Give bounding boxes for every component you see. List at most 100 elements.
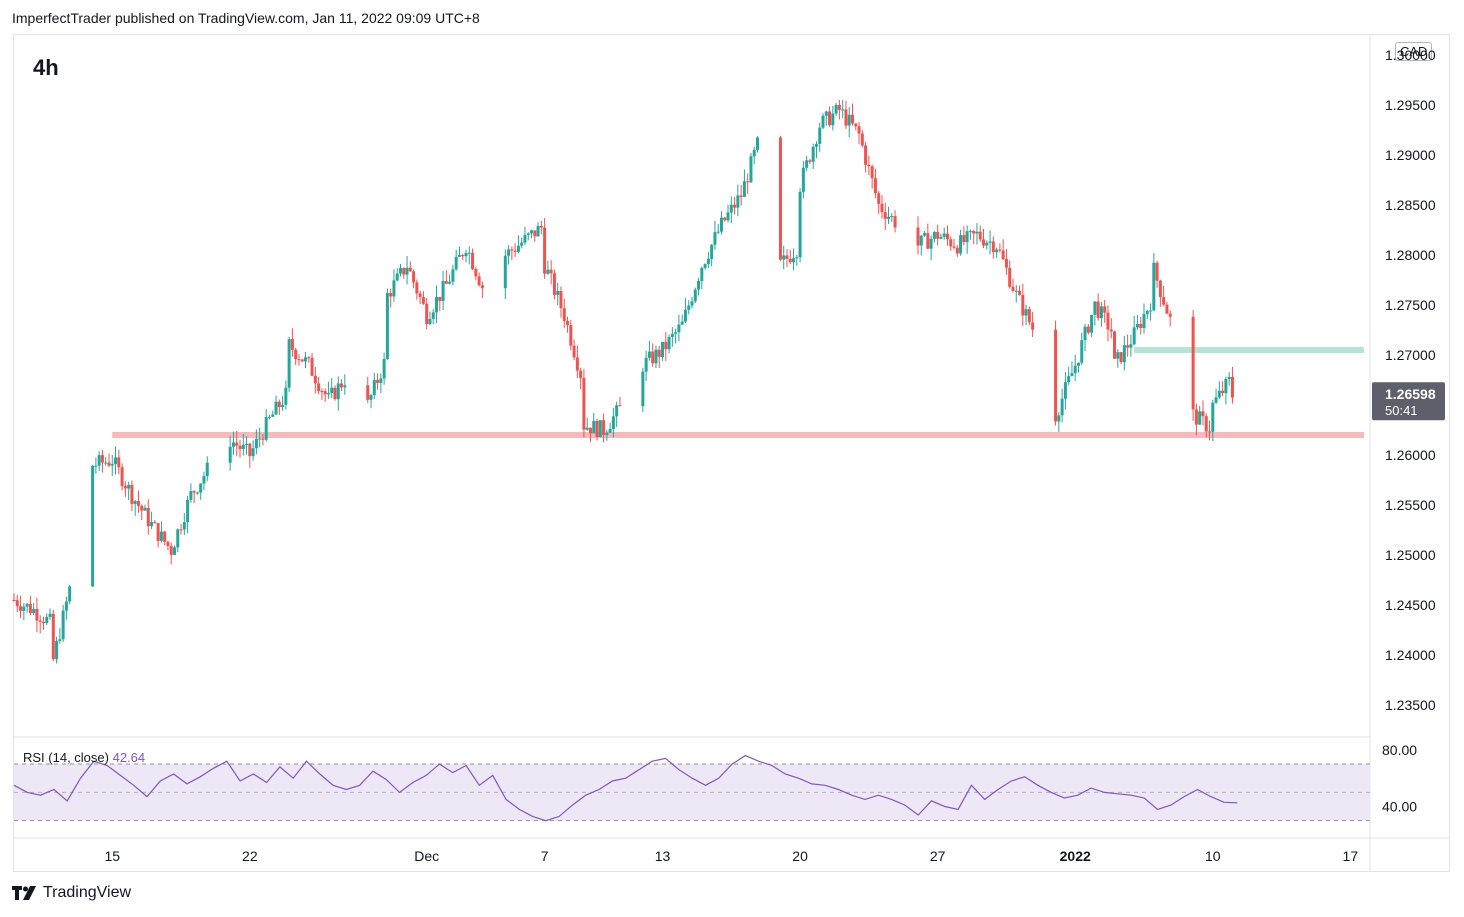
candle-body — [392, 280, 396, 297]
candle-body — [923, 233, 927, 236]
candle-body — [857, 126, 861, 134]
candle-body — [467, 252, 471, 254]
candle-body — [1008, 267, 1012, 287]
candle-body — [811, 146, 815, 162]
candle-body — [261, 438, 265, 440]
candle-body — [35, 608, 39, 621]
candle-body — [739, 195, 743, 197]
candle-body — [317, 383, 321, 391]
candle-body — [742, 181, 746, 197]
currency-label[interactable]: CAD — [1395, 42, 1433, 61]
candle-body — [1142, 314, 1146, 329]
candle-body — [192, 491, 196, 493]
price-tick-label: 1.29500 — [1385, 97, 1436, 113]
candle-body — [464, 252, 468, 257]
candle-body — [100, 455, 104, 463]
candle-body — [962, 235, 966, 243]
candle-body — [566, 320, 570, 326]
candle-body — [107, 462, 111, 466]
candle-body — [1135, 323, 1139, 328]
candle-body — [104, 462, 108, 464]
candle-body — [28, 603, 32, 614]
candle-body — [1122, 345, 1126, 363]
candle-body — [870, 166, 874, 179]
candle-body — [588, 427, 592, 434]
candle-body — [785, 255, 789, 259]
candle-body — [323, 391, 327, 395]
candle-body — [716, 231, 720, 233]
candle-body — [615, 405, 619, 417]
candle-body — [988, 241, 992, 243]
candle-body — [1224, 378, 1228, 394]
candle-body — [965, 231, 969, 243]
time-tick-label: 13 — [655, 848, 671, 864]
price-tick-label: 1.26000 — [1385, 447, 1436, 463]
candle-body — [991, 241, 995, 253]
candle-body — [798, 191, 802, 258]
candle-body — [569, 325, 573, 346]
candle-body — [854, 123, 858, 127]
candle-body — [1073, 365, 1077, 374]
candle-body — [1217, 390, 1221, 398]
candle-body — [153, 522, 157, 524]
candle-body — [670, 333, 674, 337]
candle-body — [336, 383, 340, 400]
candle-body — [25, 603, 29, 607]
candle-body — [320, 390, 324, 392]
candle-body — [48, 613, 52, 617]
candle-body — [559, 291, 563, 309]
candle-body — [706, 258, 710, 265]
candle-body — [592, 420, 596, 434]
candle-body — [326, 393, 330, 395]
candle-body — [94, 465, 98, 467]
candle-body — [379, 378, 383, 383]
candle-body — [873, 178, 877, 194]
candle-body — [723, 217, 727, 221]
time-tick-label: 7 — [541, 848, 549, 864]
tradingview-footer[interactable]: TradingView — [12, 884, 131, 902]
price-tick-label: 1.25500 — [1385, 497, 1436, 513]
candle-body — [55, 640, 59, 660]
candle-body — [1132, 327, 1136, 345]
candle-body — [248, 443, 252, 457]
timeframe-label[interactable]: 4h — [33, 55, 59, 80]
price-tick-label: 1.27000 — [1385, 347, 1436, 363]
candle-body — [480, 285, 484, 289]
candle-body — [477, 276, 481, 286]
candle-body — [1165, 304, 1169, 314]
candle-body — [507, 249, 511, 256]
candle-body — [38, 620, 42, 622]
candle-body — [998, 249, 1002, 251]
candle-body — [847, 114, 851, 126]
candle-body — [602, 420, 606, 435]
candle-body — [503, 255, 507, 289]
rsi-legend[interactable]: RSI (14, close) 42.64 — [23, 750, 145, 765]
rsi-pane: 80.00 40.00 — [13, 742, 1417, 822]
candle-body — [860, 133, 864, 146]
candle-body — [110, 464, 114, 466]
candle-body — [575, 357, 579, 371]
candle-body — [703, 264, 707, 268]
candle-body — [916, 227, 920, 246]
candle-body — [877, 193, 881, 204]
candle-body — [1080, 340, 1084, 363]
candle-body — [710, 244, 714, 259]
candle-body — [123, 486, 127, 489]
candle-body — [395, 273, 399, 281]
candle-body — [968, 230, 972, 232]
candle-body — [304, 357, 308, 362]
candle-body — [1083, 326, 1087, 341]
candle-body — [169, 546, 173, 555]
candle-body — [552, 273, 556, 295]
candle-body — [163, 531, 167, 542]
candle-body — [12, 600, 16, 601]
candle-body — [294, 349, 298, 360]
candle-body — [448, 281, 452, 284]
candle-body — [22, 606, 26, 611]
candle-body — [41, 621, 45, 624]
candle-body — [880, 203, 884, 213]
candle-body — [893, 216, 897, 228]
candle-body — [1096, 301, 1100, 319]
candle-body — [680, 321, 684, 325]
